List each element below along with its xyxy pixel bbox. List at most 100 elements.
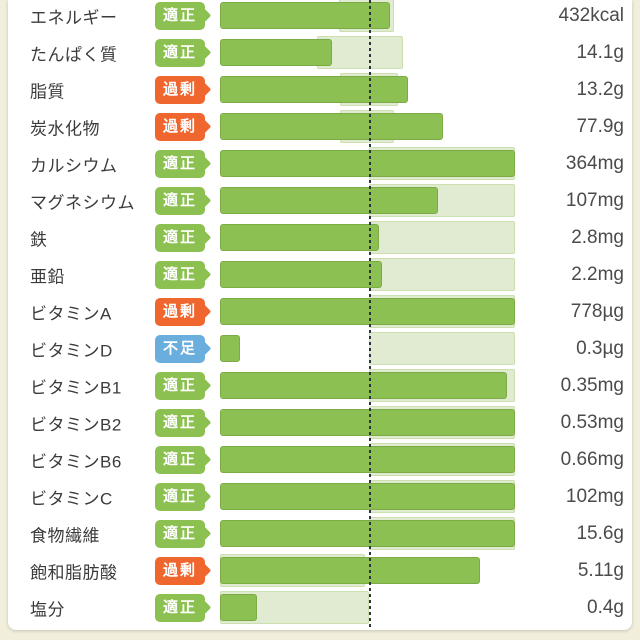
nutrient-label: 亜鉛 bbox=[30, 267, 65, 286]
nutrient-bar bbox=[220, 182, 515, 219]
status-badge: 適正 bbox=[155, 186, 205, 215]
nutrient-label: 鉄 bbox=[30, 230, 48, 249]
nutrient-value: 102mg bbox=[565, 485, 624, 507]
nutrient-label: ビタミンB1 bbox=[30, 378, 122, 397]
nutrient-label: ビタミンB6 bbox=[30, 452, 122, 471]
status-badge: 適正 bbox=[155, 519, 205, 548]
nutrient-value: 364mg bbox=[565, 152, 624, 174]
nutrient-bar bbox=[220, 256, 515, 293]
nutrient-value: 2.2mg bbox=[571, 263, 624, 285]
nutrient-row: 鉄 適正 2.8mg bbox=[8, 219, 632, 256]
nutrient-label: カルシウム bbox=[30, 156, 118, 175]
nutrient-bar bbox=[220, 330, 515, 367]
nutrient-bar bbox=[220, 34, 515, 71]
status-badge: 適正 bbox=[155, 445, 205, 474]
status-badge: 適正 bbox=[155, 408, 205, 437]
nutrient-label: 塩分 bbox=[30, 600, 65, 619]
nutrient-value: 778µg bbox=[570, 300, 624, 322]
nutrient-label: ビタミンA bbox=[30, 304, 112, 323]
status-badge: 適正 bbox=[155, 38, 205, 67]
nutrient-bar bbox=[220, 404, 515, 441]
status-badge: 過剰 bbox=[155, 75, 205, 104]
nutrient-label: ビタミンD bbox=[30, 341, 113, 360]
nutrient-value: 0.4g bbox=[587, 596, 624, 618]
nutrient-row: カルシウム 適正 364mg bbox=[8, 145, 632, 182]
intake-bar-fill bbox=[220, 335, 241, 362]
nutrient-row: ビタミンC 適正 102mg bbox=[8, 478, 632, 515]
intake-bar-fill bbox=[220, 2, 390, 29]
intake-bar-fill bbox=[220, 150, 515, 177]
nutrient-row: ビタミンB1 適正 0.35mg bbox=[8, 367, 632, 404]
nutrient-value: 0.66mg bbox=[560, 448, 624, 470]
nutrient-bar bbox=[220, 293, 515, 330]
nutrient-value: 2.8mg bbox=[571, 226, 624, 248]
nutrient-label: 食物繊維 bbox=[30, 526, 100, 545]
nutrient-bar bbox=[220, 589, 515, 626]
nutrient-label: 飽和脂肪酸 bbox=[30, 563, 118, 582]
nutrient-chart-card: エネルギー 適正 432kcal たんぱく質 適正 14.1g 脂質 過剰 13… bbox=[8, 0, 632, 630]
status-badge: 適正 bbox=[155, 149, 205, 178]
status-badge: 過剰 bbox=[155, 112, 205, 141]
nutrient-label: ビタミンC bbox=[30, 489, 113, 508]
intake-bar-fill bbox=[220, 224, 379, 251]
nutrient-row: エネルギー 適正 432kcal bbox=[8, 0, 632, 34]
nutrient-bar bbox=[220, 71, 515, 108]
nutrient-row: 塩分 適正 0.4g bbox=[8, 589, 632, 626]
intake-bar-fill bbox=[220, 409, 515, 436]
nutrient-label: 炭水化物 bbox=[30, 119, 100, 138]
nutrient-value: 0.53mg bbox=[560, 411, 624, 433]
intake-bar-fill bbox=[220, 187, 438, 214]
nutrient-value: 14.1g bbox=[576, 41, 624, 63]
intake-bar-fill bbox=[220, 39, 333, 66]
nutrient-row: 亜鉛 適正 2.2mg bbox=[8, 256, 632, 293]
intake-bar-fill bbox=[220, 446, 515, 473]
nutrient-bar bbox=[220, 219, 515, 256]
nutrient-label: ビタミンB2 bbox=[30, 415, 122, 434]
nutrient-bar bbox=[220, 515, 515, 552]
nutrient-label: たんぱく質 bbox=[30, 45, 118, 64]
status-badge: 適正 bbox=[155, 1, 205, 30]
nutrient-bar bbox=[220, 441, 515, 478]
nutrient-list: エネルギー 適正 432kcal たんぱく質 適正 14.1g 脂質 過剰 13… bbox=[8, 0, 632, 626]
nutrient-label: マグネシウム bbox=[30, 193, 135, 212]
nutrient-bar bbox=[220, 478, 515, 515]
nutrient-row: たんぱく質 適正 14.1g bbox=[8, 34, 632, 71]
nutrient-bar bbox=[220, 145, 515, 182]
nutrient-value: 5.11g bbox=[577, 559, 624, 581]
nutrient-row: 炭水化物 過剰 77.9g bbox=[8, 108, 632, 145]
status-badge: 適正 bbox=[155, 482, 205, 511]
status-badge: 適正 bbox=[155, 371, 205, 400]
nutrient-row: ビタミンD 不足 0.3µg bbox=[8, 330, 632, 367]
nutrient-row: 脂質 過剰 13.2g bbox=[8, 71, 632, 108]
nutrient-value: 0.3µg bbox=[576, 337, 624, 359]
nutrient-bar bbox=[220, 552, 515, 589]
intake-bar-fill bbox=[220, 261, 382, 288]
nutrient-value: 432kcal bbox=[558, 4, 625, 26]
nutrient-value: 77.9g bbox=[576, 115, 624, 137]
acceptable-range-band bbox=[368, 258, 515, 291]
nutrient-label: 脂質 bbox=[30, 82, 65, 101]
nutrient-row: 食物繊維 適正 15.6g bbox=[8, 515, 632, 552]
nutrient-label: エネルギー bbox=[30, 8, 118, 27]
status-badge: 過剰 bbox=[155, 556, 205, 585]
acceptable-range-band bbox=[368, 221, 515, 254]
nutrient-value: 15.6g bbox=[576, 522, 624, 544]
intake-bar-fill bbox=[220, 372, 508, 399]
nutrient-value: 0.35mg bbox=[560, 374, 624, 396]
nutrient-bar bbox=[220, 108, 515, 145]
status-badge: 適正 bbox=[155, 593, 205, 622]
nutrient-row: ビタミンB2 適正 0.53mg bbox=[8, 404, 632, 441]
intake-bar-fill bbox=[220, 298, 515, 325]
intake-bar-fill bbox=[220, 557, 480, 584]
nutrient-bar bbox=[220, 0, 515, 34]
nutrient-row: 飽和脂肪酸 過剰 5.11g bbox=[8, 552, 632, 589]
nutrient-value: 13.2g bbox=[576, 78, 624, 100]
nutrient-bar bbox=[220, 367, 515, 404]
intake-bar-fill bbox=[220, 76, 408, 103]
nutrient-value: 107mg bbox=[565, 189, 624, 211]
intake-bar-fill bbox=[220, 483, 515, 510]
status-badge: 不足 bbox=[155, 334, 205, 363]
nutrient-row: ビタミンA 過剰 778µg bbox=[8, 293, 632, 330]
intake-bar-fill bbox=[220, 594, 257, 621]
status-badge: 適正 bbox=[155, 260, 205, 289]
